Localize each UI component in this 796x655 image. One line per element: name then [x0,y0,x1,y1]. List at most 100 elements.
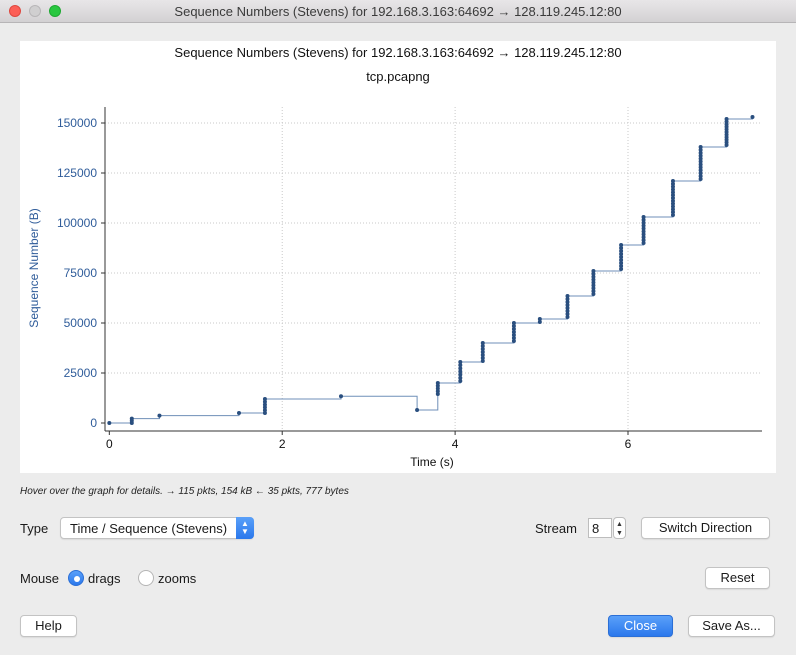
packet-point [511,330,516,334]
packet-point [670,187,675,192]
packet-point [262,397,267,401]
packet-point [107,421,112,425]
sequence-step-line [109,117,753,424]
packet-point [698,168,703,173]
packet-point [619,264,624,268]
packet-point [458,366,463,371]
packet-point [591,274,596,279]
y-tick-label: 75000 [64,266,98,280]
mouse-drags-radio[interactable] [68,570,84,586]
packet-point [480,350,485,354]
mouse-zooms-label[interactable]: zooms [158,571,197,586]
packet-point [262,411,267,415]
packet-point [641,220,646,225]
packet-point [641,215,646,219]
packet-point [537,317,542,321]
packet-point [458,375,463,380]
mouse-label: Mouse [20,571,60,586]
packet-point [619,255,624,259]
chart-title: Sequence Numbers (Stevens) for 192.168.3… [174,45,621,60]
y-tick-label: 150000 [57,116,97,130]
packet-point [670,201,675,206]
axes: 0 2 4 6 0 25000 50000 75000 100000 125000 150000 [57,107,762,451]
window-titlebar: Sequence Numbers (Stevens) for 192.168.3… [0,0,796,23]
packet-point [458,379,463,383]
packet-point [670,207,675,212]
packet-point [591,289,596,294]
packet-point [511,321,516,325]
x-tick-label: 4 [452,437,459,451]
packet-point [458,372,463,377]
packet-point [435,392,440,396]
zoom-window-icon[interactable] [49,5,61,17]
packet-point [565,300,570,304]
packet-point [236,411,241,415]
packet-point [480,344,485,348]
packet-point [591,277,596,282]
packet-point [339,394,344,399]
packet-point [435,389,440,394]
packet-point [157,413,162,418]
packet-point [670,210,675,215]
packet-point [458,363,463,368]
packet-point [670,213,675,217]
graph-type-select[interactable]: Time / Sequence (Stevens) ▲ ▼ [60,517,254,539]
packet-point [415,408,420,412]
select-arrows-icon: ▲ ▼ [236,517,254,539]
sequence-chart[interactable]: Sequence Numbers (Stevens) for 192.168.3… [20,41,776,473]
y-tick-label: 100000 [57,216,97,230]
packet-point [619,267,624,271]
mouse-zooms-radio[interactable] [138,570,154,586]
packet-point [670,196,675,200]
save-as-button[interactable]: Save As... [688,615,775,637]
switch-direction-button[interactable]: Switch Direction [641,517,770,539]
packet-point [698,162,703,167]
x-tick-label: 2 [279,437,286,451]
packet-point [591,271,596,276]
packet-point [698,171,703,176]
graph-panel[interactable]: Sequence Numbers (Stevens) for 192.168.3… [20,41,776,473]
packet-point [750,115,755,119]
packet-point [565,315,570,319]
help-button[interactable]: Help [20,615,77,637]
packet-point [591,280,596,285]
packet-point [591,283,596,288]
type-label: Type [20,521,49,536]
y-tick-label: 25000 [64,366,98,380]
stream-label: Stream [535,521,577,536]
packet-point [262,405,267,410]
packet-point [641,217,646,222]
packet-point [641,241,646,245]
stream-number-value: 8 [592,521,600,536]
chart-subtitle: tcp.pcapng [366,69,430,84]
y-tick-label: 125000 [57,166,97,180]
packet-point [480,347,485,351]
packet-point [565,312,570,316]
packet-point [698,159,703,164]
packet-point [698,147,703,152]
packet-point [480,353,485,357]
packet-point [641,226,646,231]
packet-point [435,383,440,388]
packet-point [641,235,646,240]
packet-point [619,246,624,250]
packet-point [129,416,134,421]
stream-stepper-icon[interactable]: ▲ ▼ [613,517,626,539]
packet-point [565,306,570,310]
packet-point [511,327,516,331]
packet-point [458,369,463,374]
packet-point [619,249,624,253]
minimize-window-icon[interactable] [29,5,41,17]
packet-point [670,193,675,198]
packet-point [619,258,624,262]
reset-button[interactable]: Reset [705,567,770,589]
packet-point [565,294,570,298]
mouse-drags-label[interactable]: drags [88,571,121,586]
packet-point [670,181,675,186]
close-button[interactable]: Close [608,615,673,637]
packet-point [698,156,703,161]
x-tick-label: 6 [625,437,632,451]
packet-point [262,402,267,407]
stream-number-field[interactable]: 8 [588,518,612,538]
close-window-icon[interactable] [9,5,21,17]
